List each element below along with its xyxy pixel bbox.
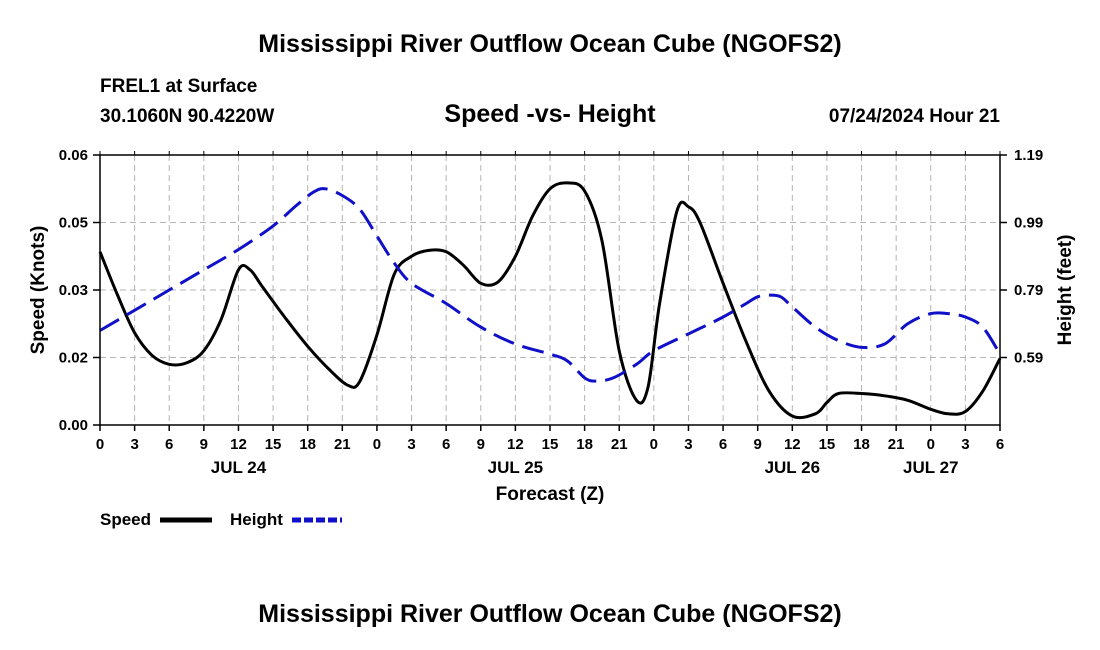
date-label: JUL 27	[903, 458, 958, 477]
x-tick-label: 12	[507, 436, 524, 453]
repeated-title: Mississippi River Outflow Ocean Cube (NG…	[258, 600, 842, 628]
x-tick-label: 6	[996, 436, 1004, 453]
x-tick-label: 0	[927, 436, 935, 453]
x-tick-label: 21	[611, 436, 628, 453]
x-tick-label: 6	[165, 436, 173, 453]
x-tick-label: 15	[542, 436, 559, 453]
y-tick-label: 0.03	[59, 282, 88, 299]
date-label: JUL 24	[211, 458, 267, 477]
x-tick-label: 12	[784, 436, 801, 453]
y-tick-label: 0.06	[59, 147, 88, 164]
x-tick-label: 3	[407, 436, 415, 453]
x-tick-label: 21	[888, 436, 905, 453]
grid-layer	[100, 155, 1000, 425]
y2-axis-label: Height (feet)	[1055, 235, 1076, 346]
datetime-label: 07/24/2024 Hour 21	[828, 106, 1000, 127]
date-label: JUL 26	[765, 458, 820, 477]
chart-subtitle: Speed -vs- Height	[444, 100, 656, 128]
x-tick-label: 6	[442, 436, 450, 453]
x-tick-label: 18	[853, 436, 870, 453]
x-tick-label: 12	[230, 436, 247, 453]
x-tick-label: 0	[373, 436, 381, 453]
x-tick-label: 18	[576, 436, 593, 453]
coordinates-label: 30.1060N 90.4220W	[100, 106, 275, 127]
height-series-line	[99, 187, 1002, 383]
y-tick-label: 0.00	[59, 417, 88, 434]
y2-tick-label: 0.99	[1014, 215, 1043, 232]
station-label: FREL1 at Surface	[100, 76, 258, 97]
x-tick-label: 9	[477, 436, 485, 453]
x-axis-label: Forecast (Z)	[496, 484, 605, 505]
x-tick-label: 3	[961, 436, 969, 453]
legend-height-label: Height	[230, 510, 283, 529]
x-tick-label: 9	[754, 436, 762, 453]
legend: Speed Height	[100, 510, 342, 529]
legend-speed-label: Speed	[100, 510, 151, 529]
x-tick-label: 6	[719, 436, 727, 453]
y2-tick-label: 1.19	[1014, 147, 1043, 164]
x-tick-label: 9	[200, 436, 208, 453]
x-tick-label: 15	[819, 436, 836, 453]
series-layer	[98, 181, 1002, 420]
date-label: JUL 25	[488, 458, 543, 477]
main-title: Mississippi River Outflow Ocean Cube (NG…	[258, 30, 842, 58]
speed-series-line	[98, 181, 1002, 420]
x-tick-label: 0	[650, 436, 658, 453]
x-tick-label: 3	[684, 436, 692, 453]
y-tick-label: 0.02	[59, 350, 88, 367]
axis-layer: 0 3 6 9 12 15 18 21 0 3 6 9 12 15 18 21 0 3 6 9 12 15 18 21 0 3 6 0…	[59, 147, 1043, 477]
y2-tick-label: 0.79	[1014, 282, 1043, 299]
x-tick-label: 18	[299, 436, 316, 453]
x-tick-label: 21	[334, 436, 351, 453]
y-axis-label: Speed (Knots)	[28, 226, 49, 355]
y-tick-label: 0.05	[59, 215, 88, 232]
y2-tick-label: 0.59	[1014, 350, 1043, 367]
x-tick-label: 15	[265, 436, 282, 453]
x-tick-label: 3	[130, 436, 138, 453]
x-tick-label: 0	[96, 436, 104, 453]
